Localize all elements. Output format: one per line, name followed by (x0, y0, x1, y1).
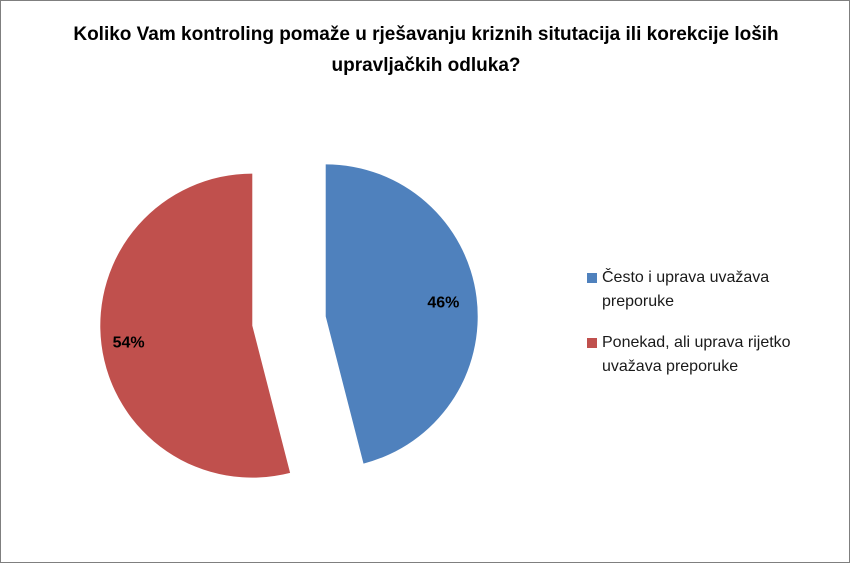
chart-title: Koliko Vam kontroling pomaže u rješavanj… (73, 24, 779, 76)
pie-slice-cesto (325, 164, 478, 464)
legend-label: Često i uprava uvažava preporuke (602, 269, 770, 310)
legend-item-ponekad: Ponekad, ali uprava rijetko uvažava prep… (587, 331, 842, 379)
chart-legend: Često i uprava uvažava preporuke Ponekad… (587, 266, 842, 396)
data-label-54: 54% (113, 334, 145, 351)
legend-item-cesto: Često i uprava uvažava preporuke (587, 266, 842, 314)
legend-label: Ponekad, ali uprava rijetko uvažava prep… (602, 334, 791, 375)
legend-swatch-red (587, 338, 597, 348)
data-label-46: 46% (427, 295, 459, 312)
pie-slice-ponekad (100, 173, 291, 478)
legend-swatch-blue (587, 273, 597, 283)
